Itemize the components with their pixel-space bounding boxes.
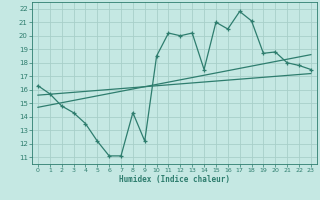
- X-axis label: Humidex (Indice chaleur): Humidex (Indice chaleur): [119, 175, 230, 184]
